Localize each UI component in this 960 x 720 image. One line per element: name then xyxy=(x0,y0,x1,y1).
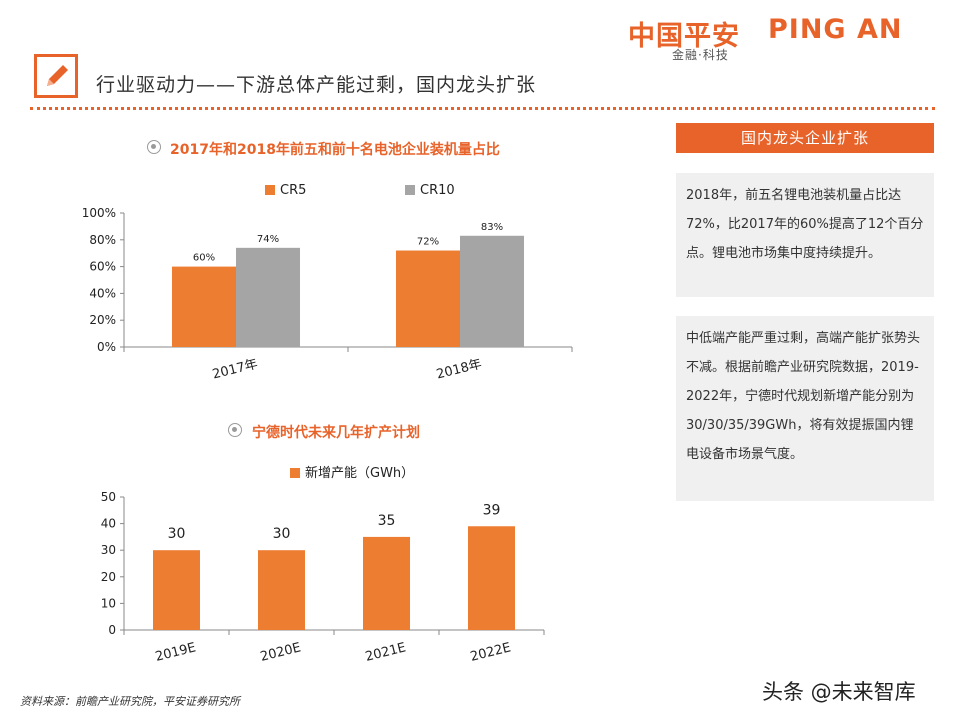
y-tick-label: 100% xyxy=(82,206,116,220)
bullet-icon xyxy=(147,140,161,154)
data-label: 60% xyxy=(193,253,215,264)
y-tick-label: 0% xyxy=(97,340,116,354)
panel-heading: 国内龙头企业扩张 xyxy=(676,123,934,153)
brand-logo-english: PING AN xyxy=(768,14,903,45)
source-note: 资料来源：前瞻产业研究院，平安证券研究所 xyxy=(20,695,240,708)
catl-capacity-chart: 0 10 20 30 40 50 30 2019E 30 2020E 35 2021E 39 2022E 新… xyxy=(101,465,545,665)
data-label: 83% xyxy=(481,222,503,233)
data-label: 74% xyxy=(257,234,279,245)
bar-cr10-1 xyxy=(460,235,524,347)
data-label: 39 xyxy=(483,502,501,518)
page-title: 行业驱动力——下游总体产能过剩，国内龙头扩张 xyxy=(96,74,537,96)
summary-card-capacity: 中低端产能严重过剩，高端产能扩张势头不减。根据前瞻产业研究院数据，2019-20… xyxy=(676,316,934,501)
y-tick-label: 10 xyxy=(101,596,116,610)
legend-swatch xyxy=(405,185,415,195)
summary-card-concentration: 2018年，前五名锂电池装机量占比达72%，比2017年的60%提高了12个百分… xyxy=(676,173,934,297)
x-category-label: 2019E xyxy=(154,640,198,665)
bar-cr10-0 xyxy=(236,247,300,347)
y-tick-label: 40 xyxy=(101,517,116,531)
chart1-title: 2017年和2018年前五和前十名电池企业装机量占比 xyxy=(170,142,500,158)
y-tick-label: 30 xyxy=(101,543,116,557)
data-label: 30 xyxy=(168,526,186,542)
data-label: 35 xyxy=(378,513,396,529)
legend-swatch xyxy=(290,468,300,478)
brand-tagline: 金融·科技 xyxy=(672,48,729,62)
bar-gwh-2 xyxy=(363,536,410,630)
bar-gwh-0 xyxy=(153,550,200,630)
y-tick-label: 0 xyxy=(108,623,116,637)
data-label: 30 xyxy=(273,526,291,542)
data-label: 72% xyxy=(417,237,439,248)
bar-cr5-0 xyxy=(172,266,236,347)
watermark: 头条 @未来智库 xyxy=(762,680,916,704)
header-divider xyxy=(30,107,935,110)
y-tick-label: 80% xyxy=(89,233,116,247)
y-tick-label: 20% xyxy=(89,313,116,327)
legend-label: CR5 xyxy=(280,183,306,198)
brand-logo-chinese: 中国平安 xyxy=(628,21,740,52)
bar-cr5-1 xyxy=(396,250,460,347)
x-category-label: 2021E xyxy=(364,640,408,665)
x-category-label: 2022E xyxy=(469,640,513,665)
y-tick-label: 20 xyxy=(101,570,116,584)
x-category-label: 2018年 xyxy=(435,357,483,383)
bar-gwh-1 xyxy=(258,550,305,630)
bar-gwh-3 xyxy=(468,526,515,630)
chart2-title: 宁德时代未来几年扩产计划 xyxy=(252,425,420,441)
y-tick-label: 50 xyxy=(101,490,116,504)
y-tick-label: 40% xyxy=(89,286,116,300)
legend-swatch xyxy=(265,185,275,195)
y-tick-label: 60% xyxy=(89,260,116,274)
legend-label: CR10 xyxy=(420,183,455,198)
legend-label: 新增产能（GWh） xyxy=(305,465,414,481)
bullet-icon xyxy=(228,423,242,437)
pencil-icon xyxy=(34,54,78,98)
x-category-label: 2017年 xyxy=(211,357,259,383)
x-category-label: 2020E xyxy=(259,640,303,665)
battery-concentration-chart: 0% 20% 40% 60% 80% 100% 60% 74% 2017年 72% 83% 2018年… xyxy=(82,183,573,383)
